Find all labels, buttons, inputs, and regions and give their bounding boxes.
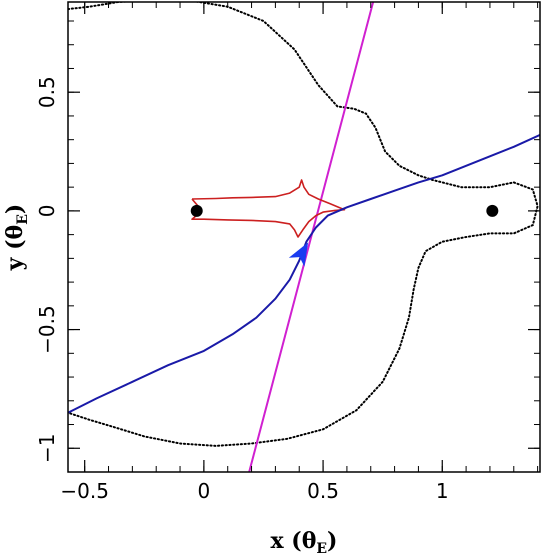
lens-2 — [486, 204, 499, 217]
source-trajectory — [68, 133, 540, 414]
plot-frame — [67, 1, 541, 473]
y-tick-label: 0.5 — [35, 76, 59, 108]
x-tick-label: 0.5 — [307, 479, 339, 503]
critical-curve — [68, 2, 539, 447]
caustic-curve — [191, 179, 346, 238]
plot-area: −0.5 0 0.5 1−1−0.500.5 — [35, 1, 541, 503]
y-tick-label: −1 — [35, 434, 59, 463]
x-tick-label: 0 — [198, 479, 211, 503]
x-tick-label: 1 — [436, 479, 449, 503]
x-axis-label: x (θE) — [271, 528, 338, 555]
y-axis-label: y (θE) — [2, 204, 31, 272]
magenta-line — [248, 2, 375, 472]
y-tick-label: −0.5 — [35, 305, 59, 354]
arrow-head — [288, 242, 309, 267]
direction-arrow — [288, 242, 309, 267]
x-tick-label: −0.5 — [60, 479, 109, 503]
y-tick-label: 0 — [35, 205, 59, 218]
ticks: −0.5 0 0.5 1−1−0.500.5 — [35, 2, 540, 503]
lens-1 — [190, 204, 203, 217]
